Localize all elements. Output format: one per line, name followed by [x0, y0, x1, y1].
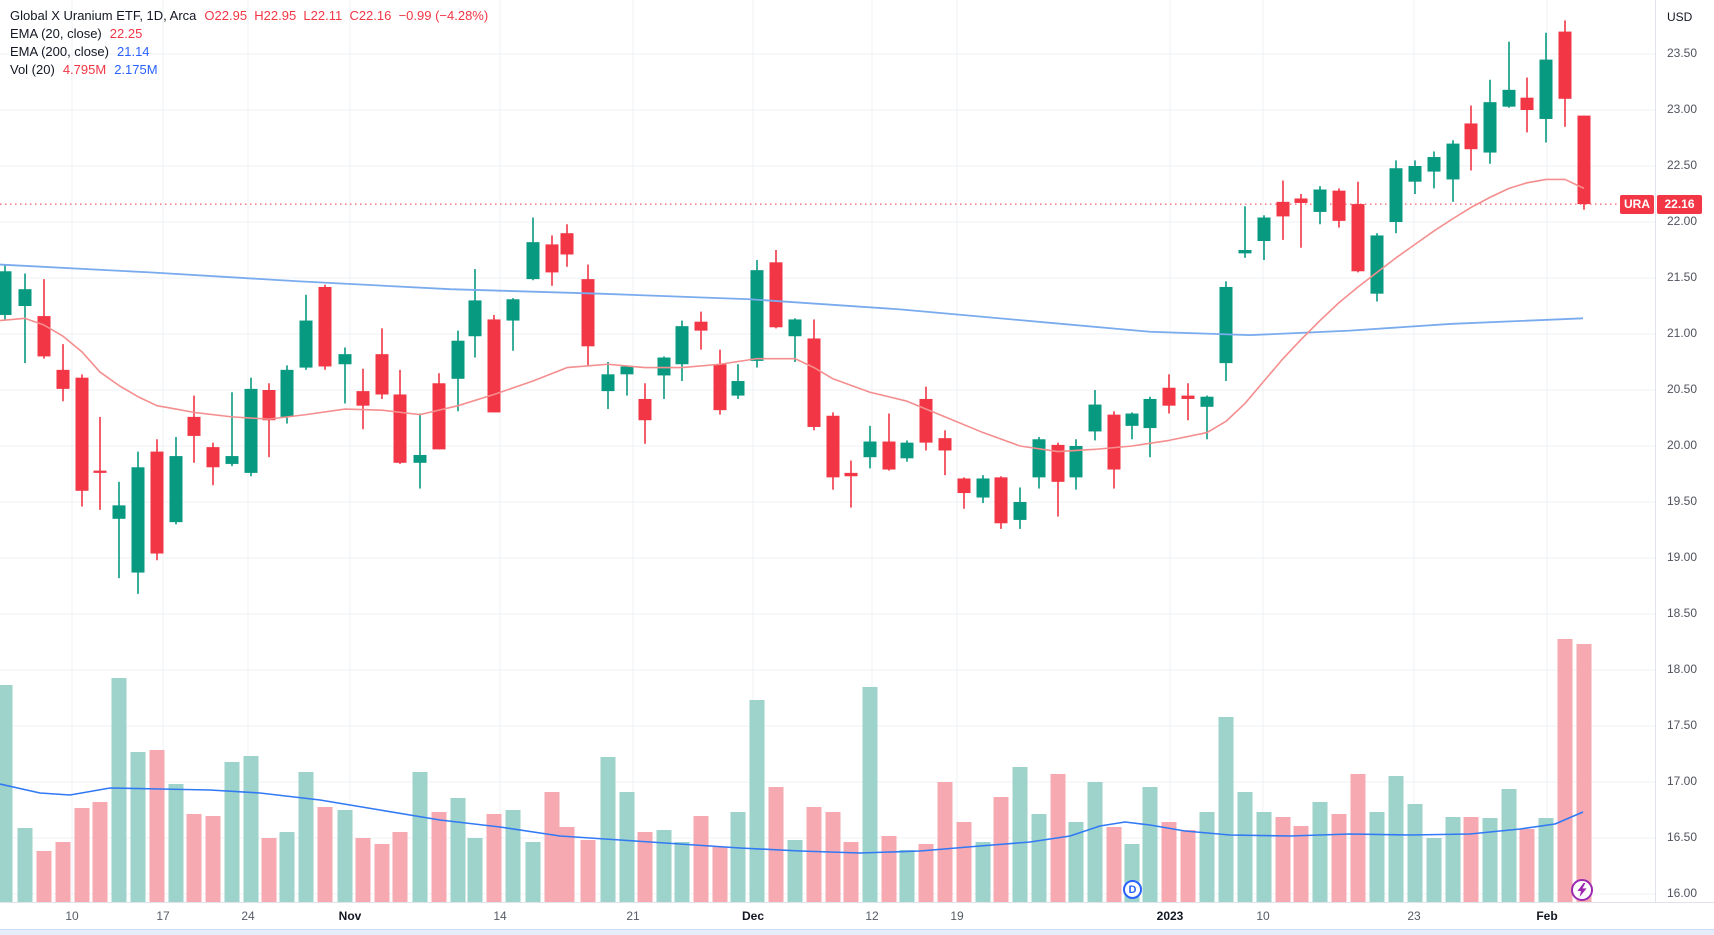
- price-tick-label: 18.50: [1667, 606, 1698, 620]
- price-tick-label: 19.50: [1667, 494, 1698, 508]
- time-tick-label: 23: [1407, 909, 1421, 923]
- price-tick-label: 20.00: [1667, 438, 1698, 452]
- time-tick-label: 10: [1256, 909, 1270, 923]
- candlestick-chart[interactable]: [0, 0, 1655, 929]
- price-tick-label: 20.50: [1667, 382, 1698, 396]
- price-axis-unit: USD: [1667, 10, 1693, 24]
- price-tick-label: 23.50: [1667, 46, 1698, 60]
- time-tick-label: Dec: [741, 909, 765, 923]
- ohlc-values: O22.95 H22.95 L22.11 C22.16 −0.99 (−4.28…: [204, 7, 489, 23]
- time-tick-label: 12: [865, 909, 879, 923]
- price-tick-label: 19.00: [1667, 550, 1698, 564]
- price-tick-label: 17.50: [1667, 718, 1698, 732]
- price-tick-label: 17.00: [1667, 774, 1698, 788]
- ema200-value: 21.14: [117, 43, 150, 59]
- legend-ema200-row[interactable]: EMA (200, close) 21.14: [10, 42, 488, 60]
- ema20-label: EMA (20, close): [10, 25, 102, 41]
- ema200-label: EMA (200, close): [10, 43, 109, 59]
- time-tick-label: 14: [493, 909, 507, 923]
- time-tick-label: 21: [626, 909, 640, 923]
- volume-value: 4.795M: [62, 61, 107, 77]
- price-axis[interactable]: USD 23.50 23.00 22.50 22.00 21.50 21.00 20.50 2…: [1655, 0, 1714, 902]
- bottom-toolbar-edge: [0, 929, 1714, 935]
- time-tick-label: 2023: [1156, 909, 1184, 923]
- price-tick-label: 22.00: [1667, 214, 1698, 228]
- time-tick-label: 17: [156, 909, 170, 923]
- time-tick-label: Nov: [338, 909, 362, 923]
- time-tick-label: Feb: [1536, 909, 1558, 923]
- last-price-badge: 22.16: [1657, 194, 1702, 214]
- volume-ma-value: 2.175M: [114, 61, 158, 77]
- price-tick-label: 18.00: [1667, 662, 1698, 676]
- legend-symbol-row[interactable]: Global X Uranium ETF, 1D, Arca O22.95 H2…: [10, 6, 488, 24]
- dividend-marker-icon[interactable]: D: [1123, 880, 1142, 899]
- price-tick-label: 21.50: [1667, 270, 1698, 284]
- legend: Global X Uranium ETF, 1D, Arca O22.95 H2…: [10, 6, 488, 78]
- symbol-title: Global X Uranium ETF, 1D, Arca: [10, 7, 197, 23]
- price-tick-label: 21.00: [1667, 326, 1698, 340]
- symbol-badge: URA: [1620, 194, 1654, 214]
- legend-ema20-row[interactable]: EMA (20, close) 22.25: [10, 24, 488, 42]
- ema20-value: 22.25: [109, 25, 143, 41]
- time-tick-label: 19: [950, 909, 964, 923]
- lightning-bolt-glyph: [1577, 883, 1587, 897]
- volume-label: Vol (20): [10, 61, 55, 77]
- price-tick-label: 16.50: [1667, 830, 1698, 844]
- time-axis[interactable]: 10 17 24 Nov 14 21 Dec 12 19 2023 10 23 Feb: [0, 902, 1714, 930]
- time-tick-label: 24: [241, 909, 255, 923]
- lightning-icon[interactable]: [1571, 879, 1593, 901]
- legend-volume-row[interactable]: Vol (20) 4.795M 2.175M: [10, 60, 488, 78]
- price-tick-label: 22.50: [1667, 158, 1698, 172]
- time-tick-label: 10: [65, 909, 79, 923]
- price-tick-label: 16.00: [1667, 886, 1698, 900]
- price-tick-label: 23.00: [1667, 102, 1698, 116]
